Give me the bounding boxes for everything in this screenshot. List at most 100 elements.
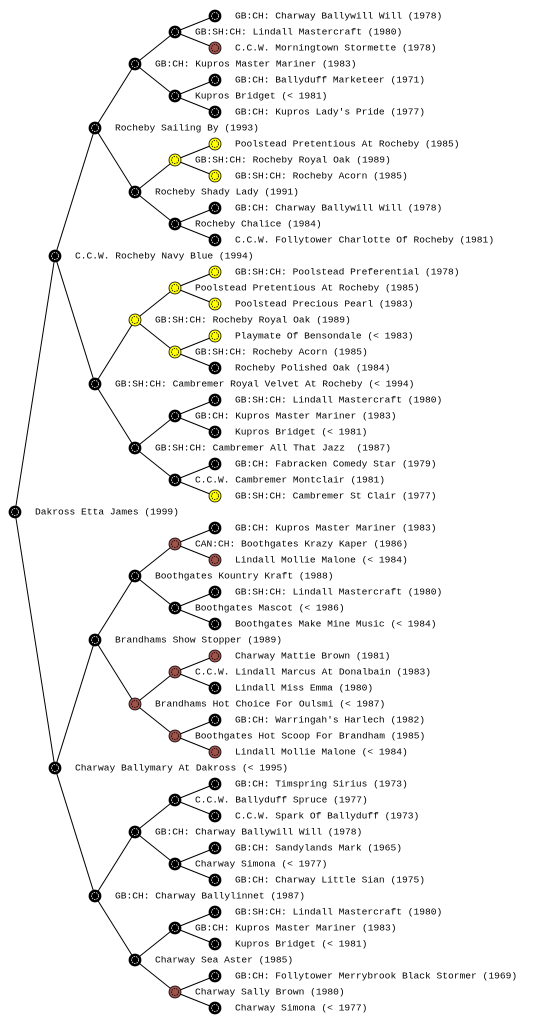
node-label: GB:CH: Kupros Master Mariner (1983) — [155, 59, 357, 70]
node-label: Lindall Mollie Malone (< 1984) — [235, 555, 408, 566]
node-label: Charway Mattie Brown (1981) — [235, 651, 390, 662]
node-label: GB:SH:CH: Lindall Mastercraft (1980) — [195, 27, 402, 38]
node-ring — [211, 684, 219, 692]
node-label: GB:CH: Sandylands Mark (1965) — [235, 843, 402, 854]
node-ring — [211, 972, 219, 980]
node-ring — [171, 476, 179, 484]
node-ring — [131, 828, 139, 836]
node-ring — [211, 12, 219, 20]
node-label: GB:CH: Kupros Master Mariner (1983) — [195, 411, 397, 422]
node — [168, 729, 182, 743]
edge — [134, 447, 176, 481]
nodes — [8, 9, 222, 1015]
node-label: GB:SH:CH: Lindall Mastercraft (1980) — [235, 907, 442, 918]
node-label: Boothgates Mascot (< 1986) — [195, 603, 345, 614]
node-ring — [211, 268, 219, 276]
edge — [174, 223, 216, 241]
node — [208, 681, 222, 695]
node — [208, 649, 222, 663]
node-ring — [171, 732, 179, 740]
edge — [94, 63, 136, 129]
node-ring — [171, 860, 179, 868]
node-label: GB:CH: Fabracken Comedy Star (1979) — [235, 459, 437, 470]
edge — [134, 159, 176, 193]
node — [48, 761, 62, 775]
edge — [174, 415, 216, 433]
node-label: Brandhams Hot Choice For Oulsmi (< 1987) — [155, 699, 385, 710]
node — [208, 137, 222, 151]
node-label: Playmate Of Bensondale (< 1983) — [235, 331, 413, 342]
node — [168, 921, 182, 935]
node-label: GB:SH:CH: Rocheby Royal Oak (1989) — [195, 155, 391, 166]
edge — [174, 463, 216, 481]
node — [168, 281, 182, 295]
node — [168, 217, 182, 231]
node-ring — [171, 668, 179, 676]
node-ring — [211, 748, 219, 756]
edge — [134, 703, 176, 737]
node-label: GB:CH: Charway Little Sian (1975) — [235, 875, 425, 886]
node — [208, 745, 222, 759]
node — [208, 809, 222, 823]
node-label: Boothgates Kountry Kraft (1988) — [155, 571, 333, 582]
edge — [134, 63, 176, 97]
node — [168, 985, 182, 999]
node-ring — [211, 940, 219, 948]
edge — [94, 575, 136, 641]
edge — [54, 255, 96, 385]
edge — [14, 511, 56, 769]
node-label: Charway Simona (< 1977) — [195, 859, 327, 870]
node — [168, 409, 182, 423]
node-label: Poolstead Precious Pearl (1983) — [235, 299, 413, 310]
edge — [134, 959, 176, 993]
node — [208, 777, 222, 791]
node-label: Charway Simona (< 1977) — [235, 1003, 367, 1014]
node-label: Charway Sally Brown (1980) — [195, 987, 345, 998]
node-label: Lindall Miss Emma (1980) — [235, 683, 373, 694]
node — [208, 873, 222, 887]
node — [88, 633, 102, 647]
edge — [174, 335, 216, 353]
node-label: C.C.W. Morningtown Stormette (1978) — [235, 43, 437, 54]
node-ring — [211, 620, 219, 628]
edge — [174, 783, 216, 801]
edge — [174, 79, 216, 97]
edge — [174, 991, 216, 1009]
node-label: GB:CH: Kupros Master Mariner (1983) — [195, 923, 397, 934]
edge — [54, 127, 96, 257]
node — [128, 441, 142, 455]
node-ring — [171, 924, 179, 932]
node — [48, 249, 62, 263]
node — [208, 457, 222, 471]
edge — [134, 927, 176, 961]
node-ring — [211, 236, 219, 244]
node-label: C.C.W. Follytower Charlotte Of Rocheby (… — [235, 235, 494, 246]
node-ring — [211, 172, 219, 180]
node-ring — [171, 604, 179, 612]
edge — [174, 799, 216, 817]
edge — [174, 847, 216, 865]
node — [208, 553, 222, 567]
node — [208, 489, 222, 503]
edge — [134, 319, 176, 353]
node — [168, 857, 182, 871]
node-label: GB:CH: Charway Ballywill Will (1978) — [155, 827, 362, 838]
node — [208, 233, 222, 247]
edge — [174, 543, 216, 561]
edge — [174, 975, 216, 993]
node-ring — [211, 44, 219, 52]
edge — [134, 31, 176, 65]
node — [208, 1001, 222, 1015]
node-ring — [211, 588, 219, 596]
node — [168, 89, 182, 103]
node-ring — [131, 444, 139, 452]
node — [208, 393, 222, 407]
edge — [174, 911, 216, 929]
edge — [174, 607, 216, 625]
node — [128, 313, 142, 327]
edge — [174, 735, 216, 753]
node-label: Brandhams Show Stopper (1989) — [115, 635, 282, 646]
node — [128, 953, 142, 967]
node-ring — [51, 764, 59, 772]
